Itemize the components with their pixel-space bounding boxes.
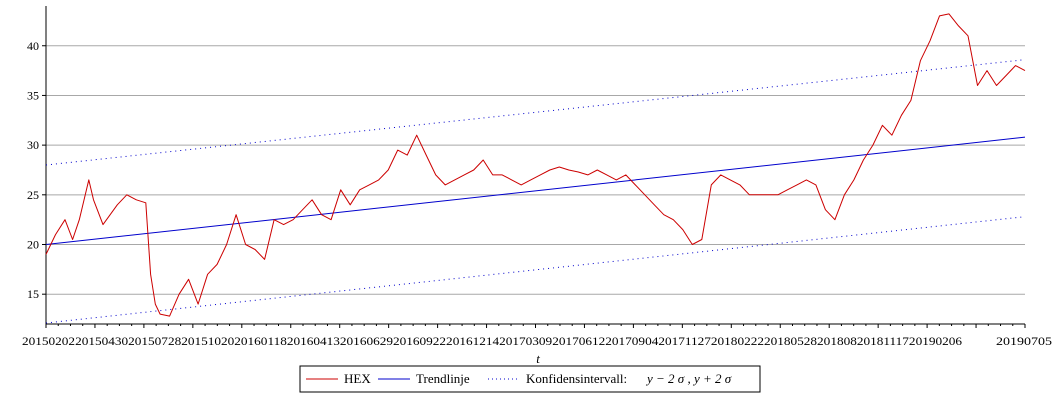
hex-line-path — [45, 13, 1026, 317]
legend-ci-math: y − 2 σ , y + 2 σ — [645, 371, 732, 386]
confidence-interval-lines — [45, 59, 1026, 324]
ci-lower-line — [45, 216, 1026, 324]
x-tick-label: 20190705 — [996, 334, 1052, 348]
x-axis-title: t — [536, 351, 540, 366]
y-tick-label: 30 — [27, 138, 39, 152]
y-tick-label: 20 — [27, 238, 39, 252]
trend-line — [45, 136, 1026, 245]
trend-line-path — [45, 136, 1026, 245]
hex-series — [45, 13, 1026, 317]
y-tick-label: 25 — [27, 188, 39, 202]
ci-upper-line — [45, 59, 1026, 166]
legend-box — [299, 365, 761, 393]
x-tick-labels: 2015020220150430201507282015102020160118… — [22, 334, 1052, 348]
y-tick-labels: 15 20 25 30 35 40 — [27, 39, 39, 301]
y-tick-label: 35 — [27, 88, 39, 102]
y-tick-label: 15 — [27, 287, 39, 301]
legend-hex-label: HEX — [344, 371, 371, 386]
axes — [42, 6, 1026, 328]
y-tick-label: 40 — [27, 39, 39, 53]
legend: HEX Trendlinje Konfidensintervall: y − 2… — [299, 365, 761, 393]
legend-ci-label: Konfidensintervall: — [526, 371, 627, 386]
x-tick-label: 2015020220150430201507282015102020160118… — [22, 334, 962, 348]
grid-lines — [46, 45, 1025, 295]
legend-trend-label: Trendlinje — [416, 371, 470, 386]
